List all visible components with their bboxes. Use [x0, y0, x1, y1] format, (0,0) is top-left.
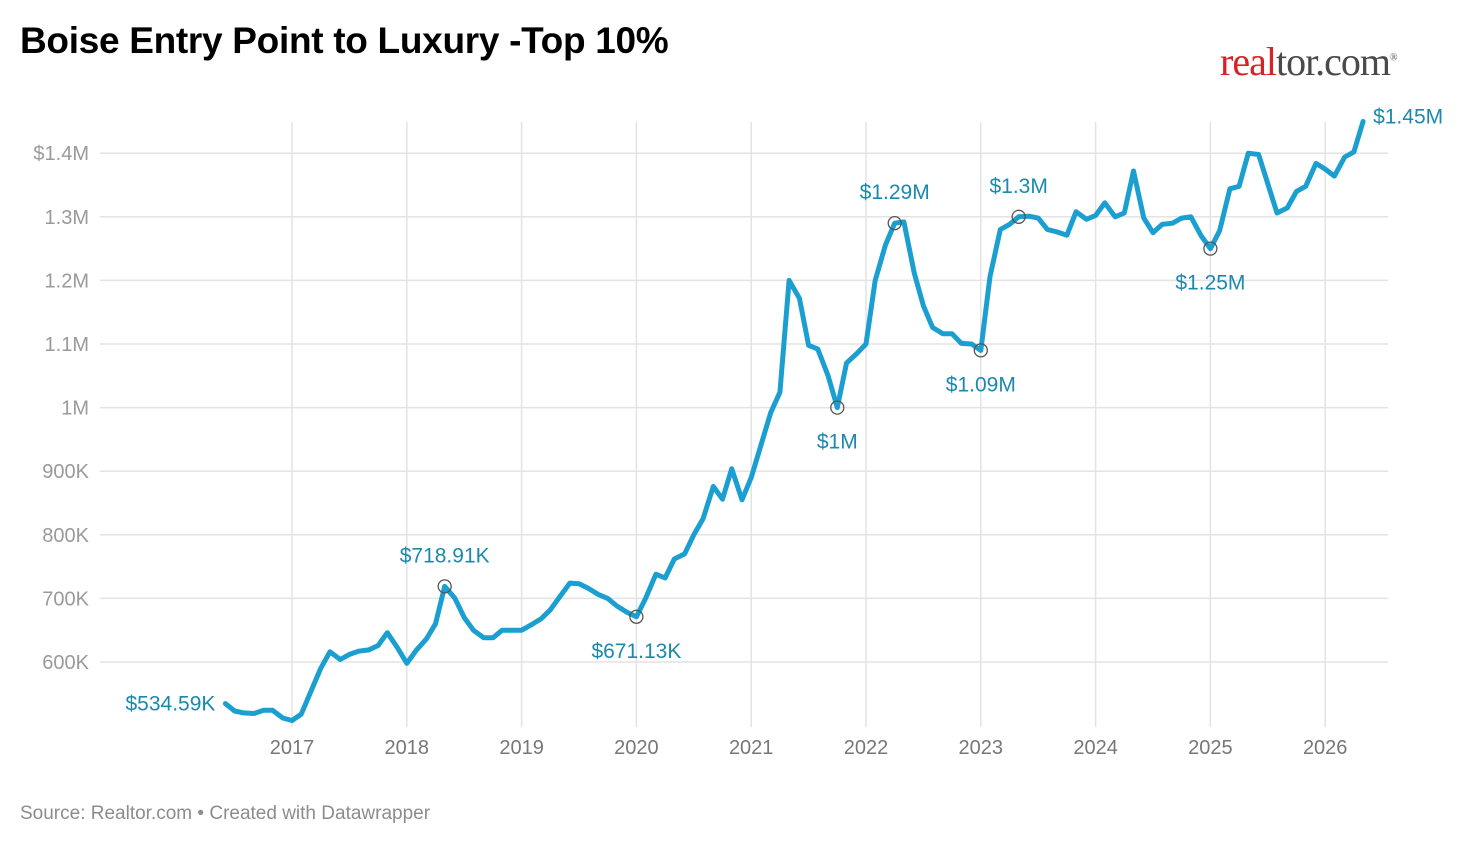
logo-text-red: real: [1220, 39, 1277, 84]
chart-title: Boise Entry Point to Luxury -Top 10%: [20, 20, 669, 61]
annotation-label: $1M: [817, 431, 858, 454]
y-tick-label: 1.2M: [45, 270, 89, 292]
y-axis-ticks: 600K 700K 800K 900K 1M 1.1M 1.2M 1.3M $1.4M: [33, 143, 89, 674]
annotation-marker: [629, 609, 644, 624]
annotation-marker: [1011, 209, 1026, 224]
annotation-marker: [830, 400, 845, 415]
registered-mark: ®: [1390, 52, 1398, 64]
annotation-label: $1.09M: [946, 373, 1016, 396]
annotation-label: $671.13K: [591, 640, 681, 663]
x-tick-label: 2018: [385, 737, 430, 759]
x-tick-label: 2021: [729, 737, 774, 759]
x-tick-label: 2017: [270, 737, 315, 759]
series-line: [222, 118, 1366, 723]
source-footer: Source: Realtor.com • Created with Dataw…: [20, 803, 431, 824]
annotation-marker: [887, 216, 902, 231]
annotation-label: $1.3M: [989, 175, 1047, 198]
y-tick-label: 800K: [42, 525, 89, 547]
y-tick-label: 600K: [42, 652, 89, 674]
x-axis-ticks: 2017 2018 2019 2020 2021 2022 2023 2024 2025 2026: [270, 737, 1348, 759]
annotation-label: $1.29M: [860, 181, 930, 204]
annotation-marker: [437, 579, 452, 594]
y-tick-label: 700K: [42, 588, 89, 610]
annotation-marker: [973, 343, 988, 358]
y-tick-label: $1.4M: [33, 143, 89, 165]
x-tick-label: 2025: [1188, 737, 1233, 759]
y-tick-label: 1.3M: [45, 207, 89, 229]
logo-text-gray: tor.com: [1275, 39, 1391, 84]
y-tick-label: 1.1M: [45, 334, 89, 356]
annotation-label: $534.59K: [125, 693, 215, 716]
x-tick-label: 2020: [614, 737, 659, 759]
x-tick-label: 2023: [959, 737, 1004, 759]
realtor-logo: realtor.com®: [1220, 38, 1398, 85]
x-tick-label: 2019: [499, 737, 544, 759]
annotation-marker: [1203, 241, 1218, 256]
annotation-label: $718.91K: [400, 544, 490, 567]
series-line-group: [222, 118, 1366, 723]
annotation-label: $1.45M: [1373, 105, 1443, 128]
gridlines: [100, 122, 1388, 727]
annotations: $534.59K $718.91K $671.13K $1M $1.29M $1.09M $…: [125, 105, 1443, 715]
x-tick-label: 2022: [844, 737, 889, 759]
annotation-label: $1.25M: [1175, 272, 1245, 295]
y-tick-label: 900K: [42, 461, 89, 483]
x-tick-label: 2026: [1303, 737, 1348, 759]
y-tick-label: 1M: [61, 398, 89, 420]
x-tick-label: 2024: [1073, 737, 1118, 759]
